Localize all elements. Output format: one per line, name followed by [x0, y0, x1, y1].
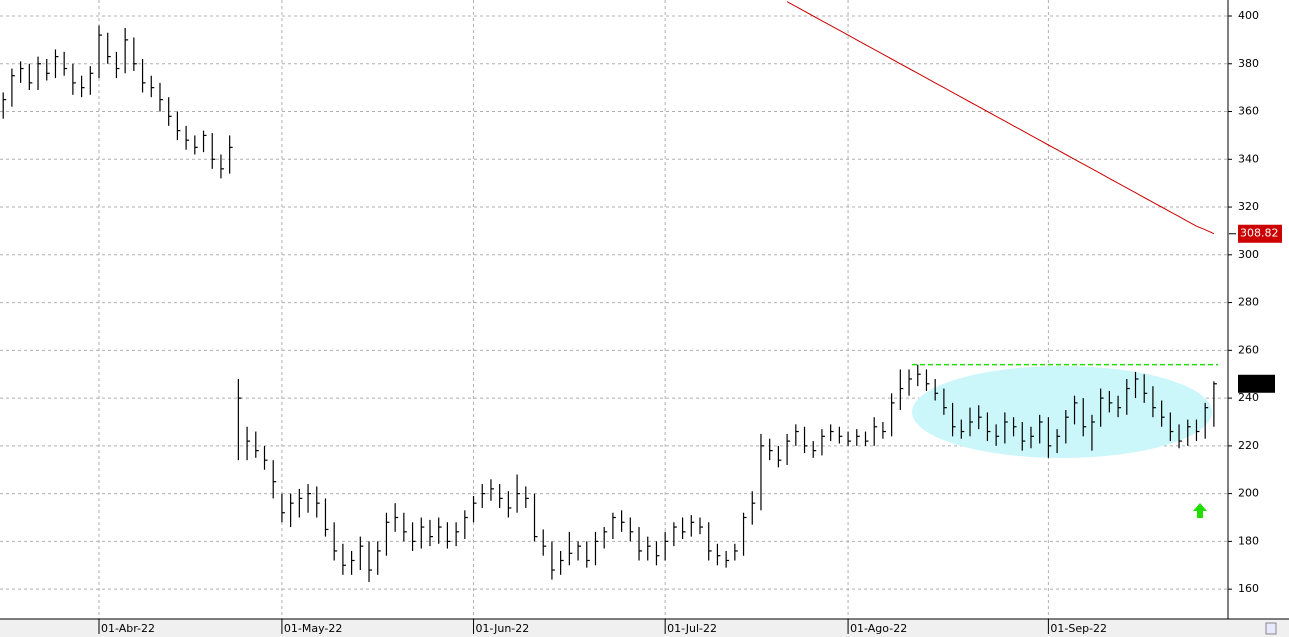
y-tick-label: 320: [1238, 200, 1259, 213]
x-tick-label: 01-May-22: [284, 622, 342, 635]
y-tick-label: 280: [1238, 296, 1259, 309]
y-tick-label: 400: [1238, 9, 1259, 22]
corner-icon: [1265, 622, 1277, 635]
y-tick-label: 340: [1238, 152, 1259, 165]
y-tick-label: 360: [1238, 105, 1259, 118]
y-tick-label: 380: [1238, 57, 1259, 70]
x-tick-label: 01-Jun-22: [476, 622, 530, 635]
ma-label: 308.82: [1240, 227, 1279, 240]
last-close-box: [1238, 374, 1275, 393]
y-tick-label: 200: [1238, 487, 1259, 500]
moving-average: [786, 1, 1215, 235]
y-tick-label: 160: [1238, 582, 1259, 595]
x-tick-label: 01-Abr-22: [101, 622, 155, 635]
date-strip: [0, 619, 1289, 637]
y-tick-label: 300: [1238, 248, 1259, 261]
x-tick-label: 01-Ago-22: [850, 622, 907, 635]
ma-label-box: [1238, 224, 1282, 243]
highlight-ellipse: [912, 366, 1212, 458]
y-tick-label: 240: [1238, 391, 1259, 404]
y-tick-label: 220: [1238, 439, 1259, 452]
up-arrow: [1193, 503, 1207, 518]
grid: [0, 0, 1228, 619]
x-tick-label: 01-Sep-22: [1050, 622, 1107, 635]
marks: [2, 1, 1218, 582]
x-tick-label: 01-Jul-22: [667, 622, 717, 635]
y-tick-label: 260: [1238, 343, 1259, 356]
y-tick-label: 180: [1238, 534, 1259, 547]
